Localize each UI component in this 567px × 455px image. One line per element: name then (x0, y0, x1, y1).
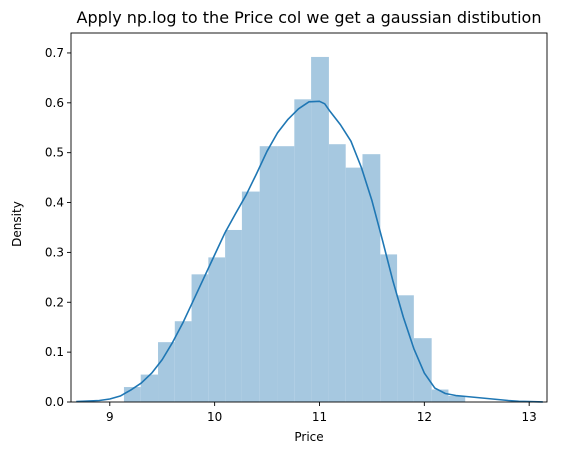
ticks: 9 10 11 12 13 0.0 0.1 0.2 0.3 0.4 0.5 0.6 0.7 (45, 46, 537, 424)
axes (70, 32, 548, 403)
histogram-bar (174, 321, 192, 402)
histogram-bar (397, 295, 414, 402)
histogram-bar (277, 146, 295, 402)
x-tick-label: 9 (106, 410, 114, 424)
x-tick-label: 10 (207, 410, 222, 424)
y-tick-label: 0.7 (45, 46, 64, 60)
histogram-bar (259, 146, 278, 402)
x-tick-label: 12 (417, 410, 432, 424)
plot-frame (70, 32, 548, 403)
kde-line (76, 100, 543, 403)
histogram-bar (191, 274, 209, 402)
histogram-bar (140, 374, 159, 402)
histogram-bar (311, 56, 329, 403)
chart-title: Apply np.log to the Price col we get a g… (77, 8, 542, 27)
histogram-bar (158, 342, 175, 402)
histogram-bar (362, 154, 381, 402)
y-tick-label: 0.5 (45, 146, 64, 160)
x-tick-label: 11 (312, 410, 327, 424)
y-axis-label: Density (10, 201, 24, 247)
x-tick-label: 13 (522, 410, 537, 424)
y-tick-label: 0.6 (45, 96, 64, 110)
histogram-bar (345, 167, 363, 402)
histogram-bar (294, 99, 312, 403)
histogram-bar (241, 191, 260, 402)
kde-layer (76, 100, 543, 403)
y-tick-label: 0.1 (45, 345, 64, 359)
histogram-bar (380, 254, 398, 402)
histogram-bar (328, 144, 346, 402)
histogram-bar (208, 257, 226, 402)
y-tick-label: 0.3 (45, 245, 64, 259)
y-tick-label: 0.0 (45, 395, 64, 409)
histogram-bars (123, 56, 466, 403)
y-tick-label: 0.4 (45, 196, 64, 210)
histogram-bar (225, 229, 242, 402)
histogram-bar (448, 396, 466, 402)
x-axis-label: Price (294, 430, 323, 444)
y-tick-label: 0.2 (45, 295, 64, 309)
